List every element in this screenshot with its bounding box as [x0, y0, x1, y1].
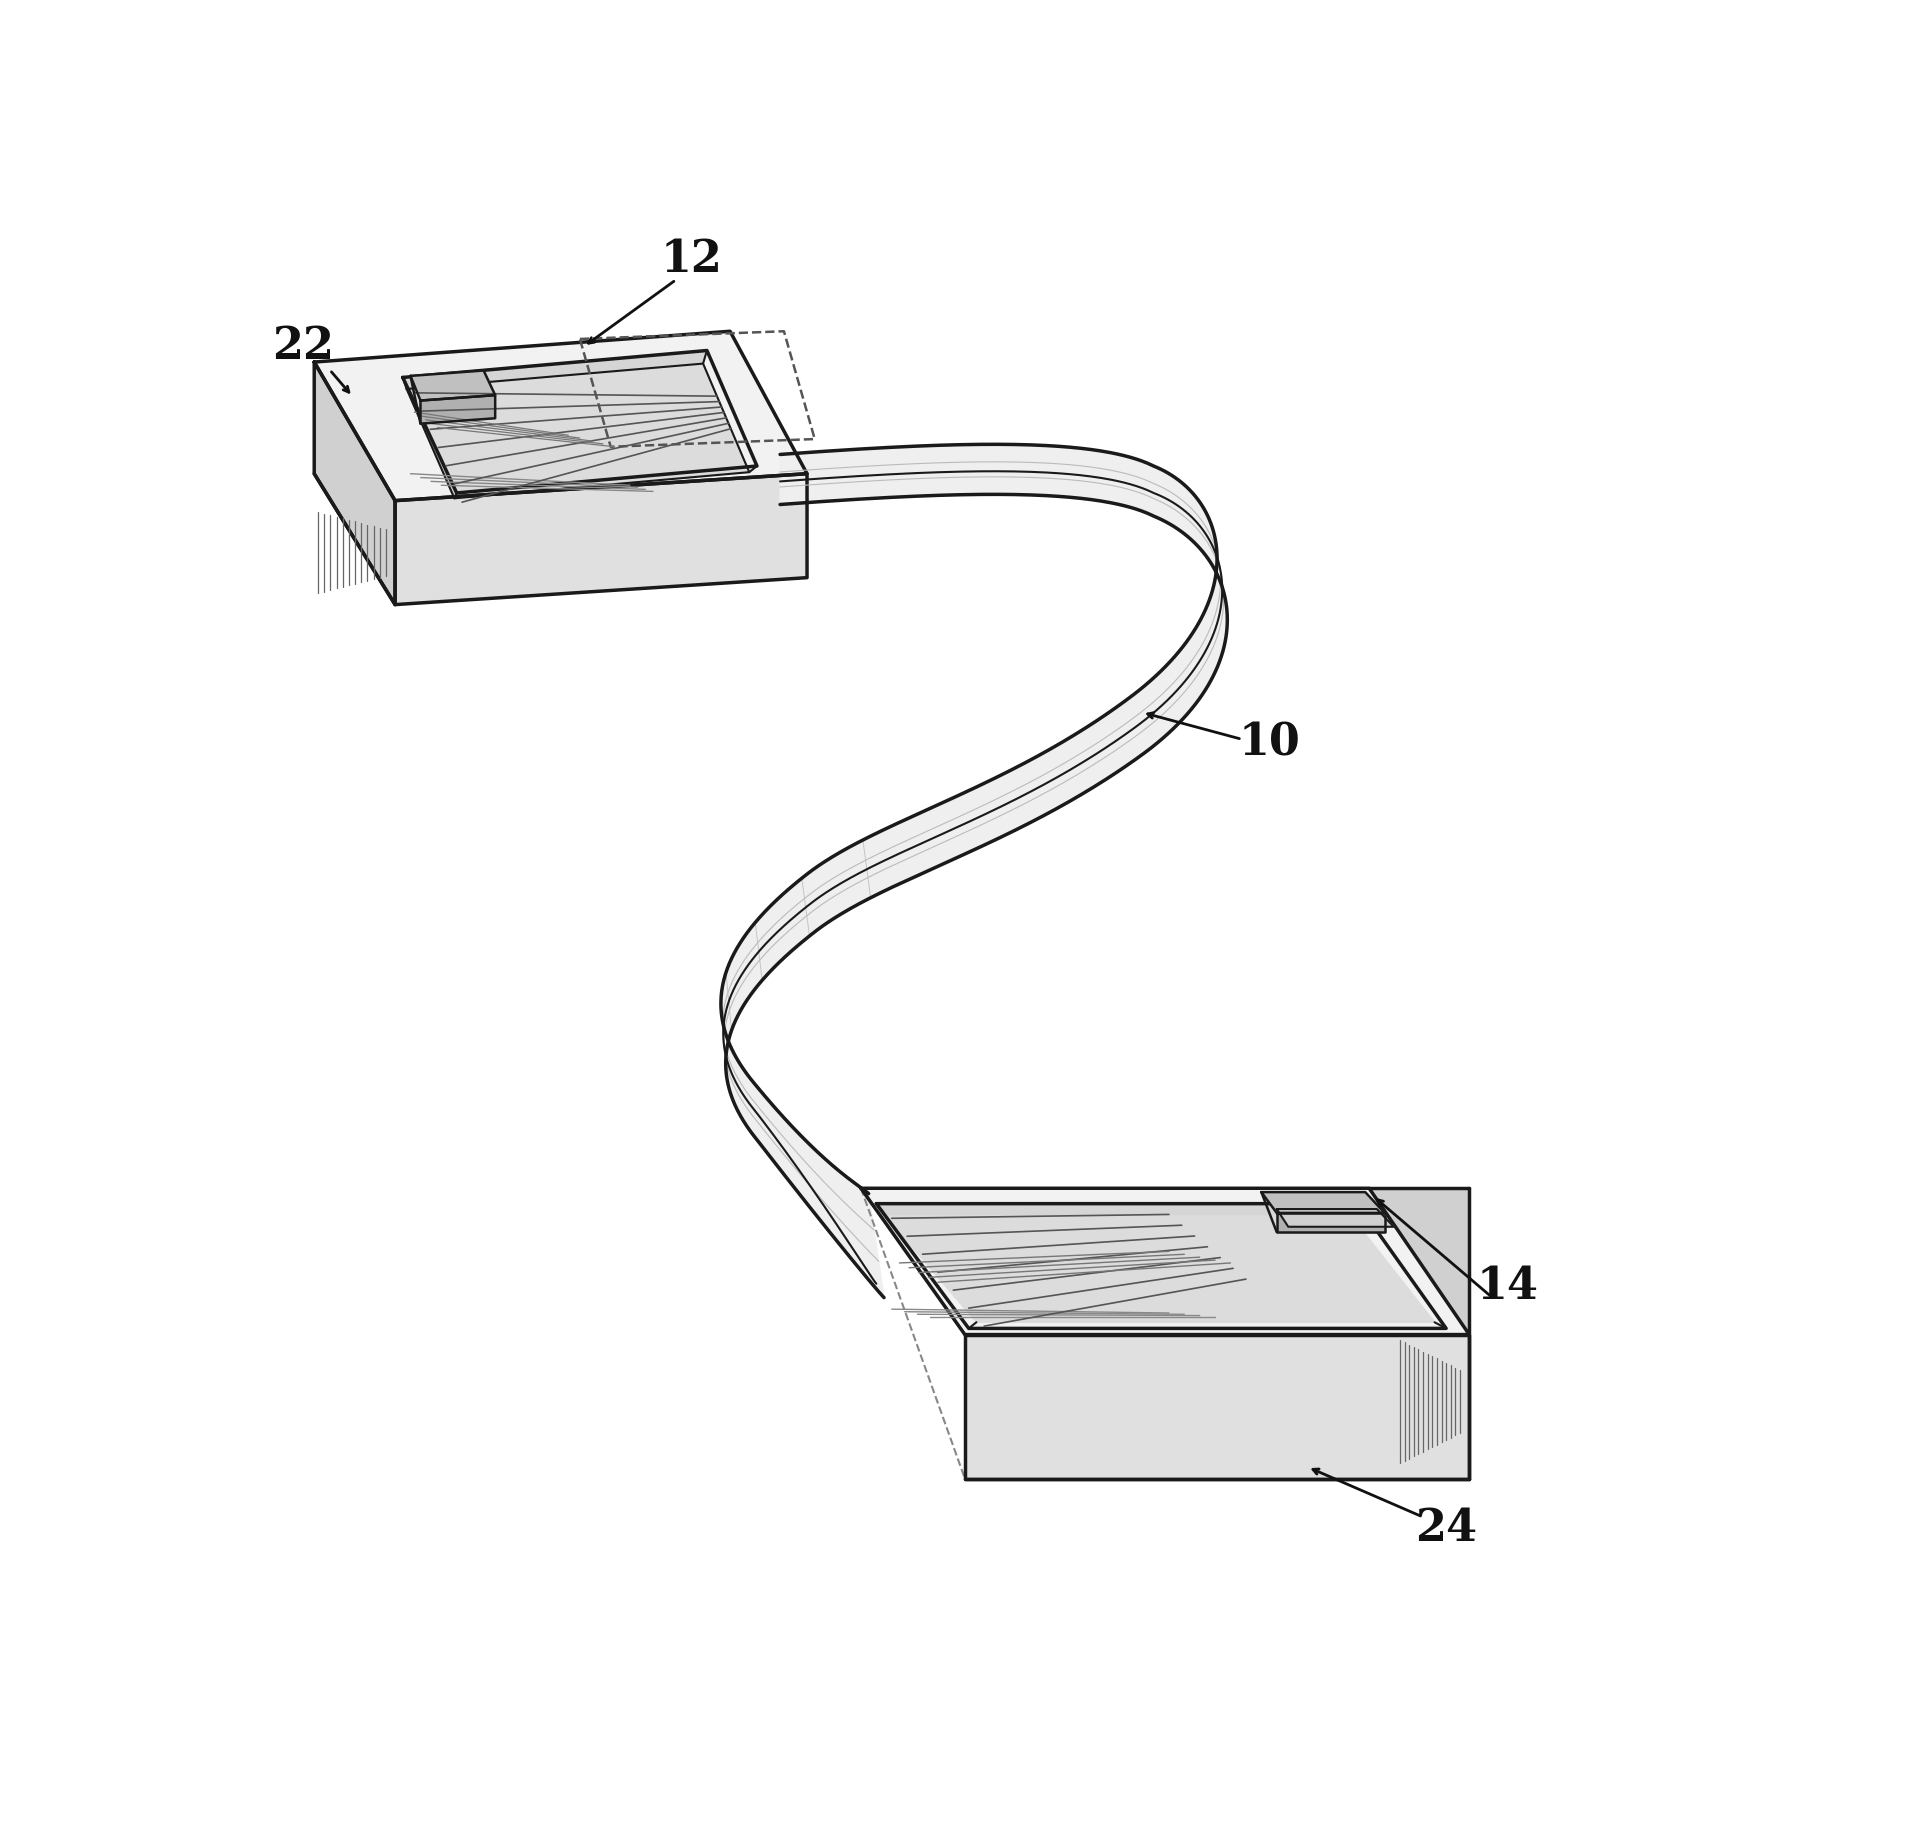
Text: 22: 22: [271, 326, 334, 368]
Polygon shape: [720, 445, 1228, 1297]
Polygon shape: [1277, 1213, 1385, 1232]
Text: 10: 10: [1239, 721, 1301, 765]
Text: 24: 24: [1416, 1508, 1477, 1550]
Polygon shape: [403, 377, 457, 498]
Polygon shape: [315, 331, 807, 501]
Polygon shape: [403, 351, 707, 390]
Polygon shape: [411, 370, 496, 401]
Polygon shape: [964, 1334, 1470, 1479]
Polygon shape: [1370, 1188, 1470, 1479]
Polygon shape: [876, 1204, 1358, 1215]
Polygon shape: [396, 474, 807, 604]
Polygon shape: [407, 364, 749, 498]
Text: 12: 12: [661, 238, 722, 282]
Polygon shape: [421, 395, 496, 425]
Text: 14: 14: [1477, 1265, 1539, 1308]
Polygon shape: [884, 1215, 1435, 1323]
Polygon shape: [1277, 1210, 1395, 1226]
Polygon shape: [861, 1188, 1470, 1334]
Polygon shape: [1262, 1191, 1385, 1213]
Polygon shape: [315, 362, 396, 604]
